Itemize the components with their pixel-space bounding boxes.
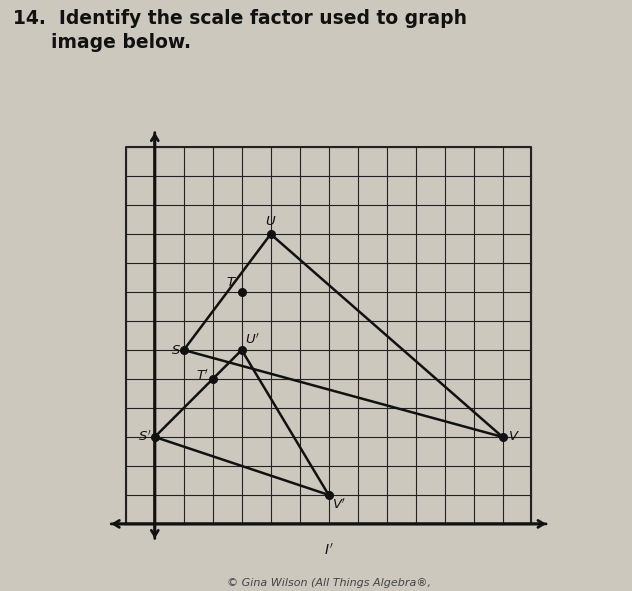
Text: $V$: $V$ [508,430,520,443]
Text: $I'$: $I'$ [324,543,334,557]
Text: 14.  Identify the scale factor used to graph: 14. Identify the scale factor used to gr… [13,9,466,28]
Text: $V'$: $V'$ [332,498,346,512]
Text: $U$: $U$ [265,215,276,228]
Text: image below.: image below. [51,33,191,51]
Text: $T$: $T$ [226,276,238,289]
Text: © Gina Wilson (All Things Algebra®,: © Gina Wilson (All Things Algebra®, [227,578,430,588]
Text: $T'$: $T'$ [197,369,210,384]
Text: $S'$: $S'$ [138,430,152,444]
Text: $S$: $S$ [171,343,181,356]
Text: $U'$: $U'$ [245,333,260,347]
